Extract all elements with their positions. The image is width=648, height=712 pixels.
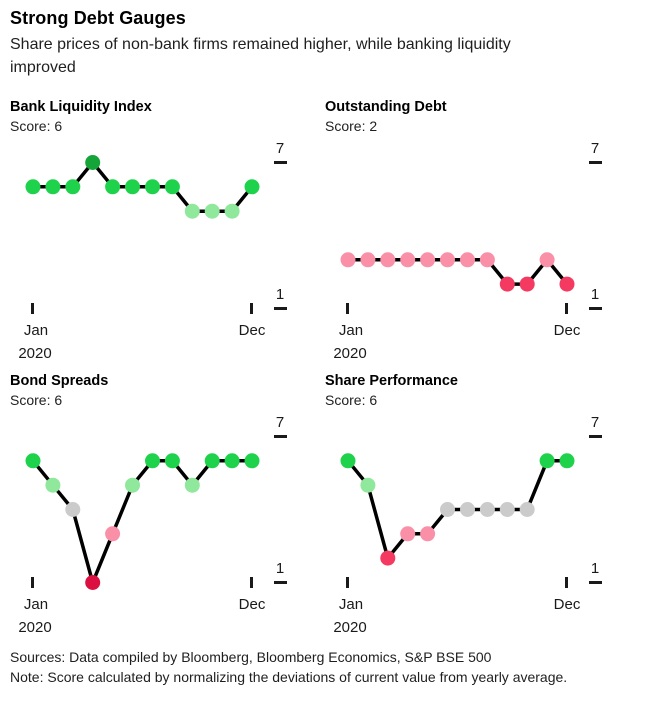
x-axis-end-label: Dec [553,322,581,339]
y-axis-min-label: 1 [590,286,600,303]
x-axis-start-label: Jan [23,596,49,613]
chart-plot-area: 7 1 Jan 2020 Dec [325,140,625,365]
line-series [25,155,260,219]
line-series [340,453,575,566]
chart-title: Bond Spreads [10,373,109,389]
y-axis-min-label: 1 [590,560,600,577]
chart-title: Share Performance [325,373,458,389]
line-series [340,252,575,292]
chart-plot-area: 7 1 Jan 2020 Dec [10,140,310,365]
footer-sources: Sources: Data compiled by Bloomberg, Blo… [10,649,492,665]
y-axis-min-tick [274,307,287,310]
x-axis-year-label: 2020 [18,619,52,636]
x-axis-end-label: Dec [238,596,266,613]
x-axis-year-label: 2020 [333,345,367,362]
chart-title: Outstanding Debt [325,99,447,115]
chart-plot-area: 7 1 Jan 2020 Dec [325,414,625,639]
x-axis-start-tick [31,303,34,314]
x-axis-start-tick [346,577,349,588]
x-axis-year-label: 2020 [18,345,52,362]
chart-score: Score: 6 [10,118,63,134]
chart-plot-area: 7 1 Jan 2020 Dec [10,414,310,639]
page-title: Strong Debt Gauges [10,8,186,28]
y-axis-max-label: 7 [590,140,600,157]
footer-note: Note: Score calculated by normalizing th… [10,669,568,685]
x-axis-end-label: Dec [238,322,266,339]
y-axis-min-tick [274,581,287,584]
y-axis-max-tick [274,161,287,164]
chart-title: Bank Liquidity Index [10,99,152,115]
x-axis-start-label: Jan [338,596,364,613]
x-axis-start-tick [346,303,349,314]
x-axis-end-tick [565,303,568,314]
chart-cell-bank-liquidity-index: Bank Liquidity Index Score: 6 7 1 Jan 20… [10,93,325,365]
chart-score: Score: 6 [325,392,378,408]
y-axis-min-tick [589,307,602,310]
x-axis-end-tick [565,577,568,588]
y-axis-min-label: 1 [275,560,285,577]
y-axis-max-label: 7 [275,140,285,157]
chart-cell-bond-spreads: Bond Spreads Score: 6 7 1 Jan 2020 Dec [10,367,325,639]
y-axis-max-label: 7 [275,414,285,431]
y-axis-max-tick [274,435,287,438]
y-axis-max-tick [589,161,602,164]
y-axis-max-label: 7 [590,414,600,431]
x-axis-start-label: Jan [23,322,49,339]
y-axis-max-tick [589,435,602,438]
chart-score: Score: 6 [10,392,63,408]
footer: Sources: Data compiled by Bloomberg, Blo… [10,647,622,687]
x-axis-year-label: 2020 [333,619,367,636]
x-axis-end-tick [250,303,253,314]
chart-grid: Bank Liquidity Index Score: 6 7 1 Jan 20… [10,93,638,639]
y-axis-min-tick [589,581,602,584]
x-axis-end-label: Dec [553,596,581,613]
x-axis-start-tick [31,577,34,588]
page-subtitle: Share prices of non-bank firms remained … [10,36,511,76]
line-series [25,453,260,590]
chart-score: Score: 2 [325,118,378,134]
x-axis-end-tick [250,577,253,588]
x-axis-start-label: Jan [338,322,364,339]
y-axis-min-label: 1 [275,286,285,303]
chart-cell-outstanding-debt: Outstanding Debt Score: 2 7 1 Jan 2020 D… [325,93,638,365]
chart-cell-share-performance: Share Performance Score: 6 7 1 Jan 2020 … [325,367,638,639]
